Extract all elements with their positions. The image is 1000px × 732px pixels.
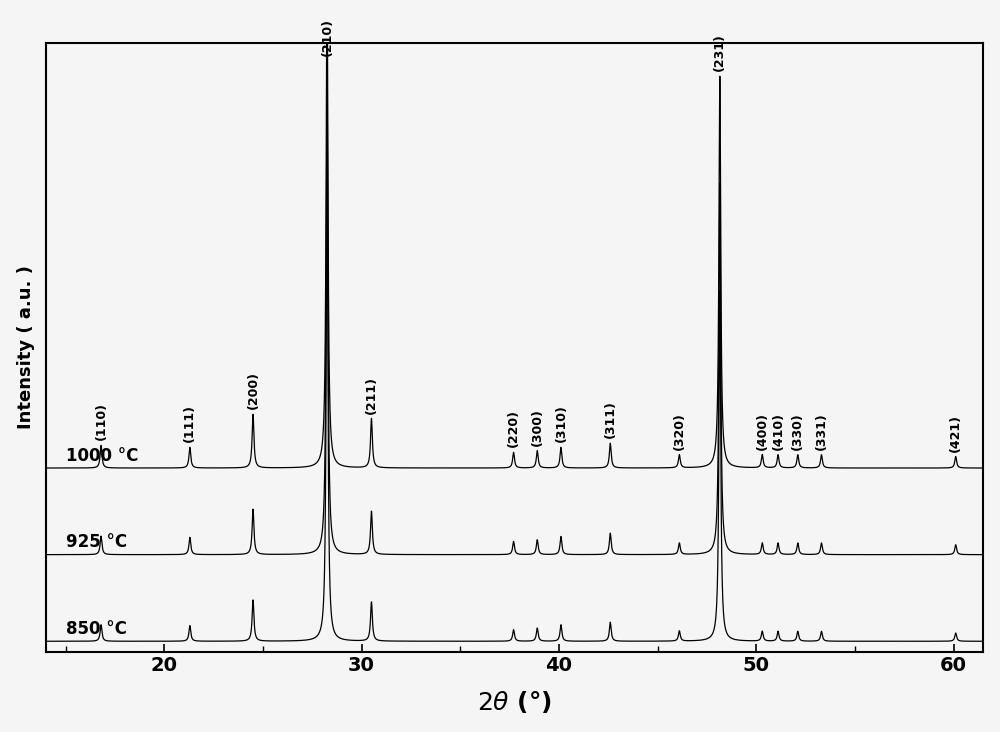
Text: (231): (231) [713, 34, 726, 71]
Text: (311): (311) [604, 400, 617, 438]
X-axis label: $2\theta$ (°): $2\theta$ (°) [477, 690, 552, 715]
Text: (330): (330) [791, 412, 804, 450]
Text: (400): (400) [756, 412, 769, 450]
Text: (410): (410) [772, 412, 785, 450]
Text: (110): (110) [95, 403, 108, 441]
Text: (331): (331) [815, 412, 828, 450]
Text: 850 °C: 850 °C [66, 620, 126, 638]
Text: (200): (200) [247, 371, 260, 409]
Text: (421): (421) [949, 414, 962, 452]
Y-axis label: Intensity ( a.u. ): Intensity ( a.u. ) [17, 266, 35, 430]
Text: (210): (210) [321, 18, 334, 56]
Text: 925 °C: 925 °C [66, 534, 127, 551]
Text: 1000 °C: 1000 °C [66, 447, 138, 465]
Text: (111): (111) [183, 405, 196, 442]
Text: (211): (211) [365, 376, 378, 414]
Text: (220): (220) [507, 409, 520, 447]
Text: (300): (300) [531, 408, 544, 446]
Text: (310): (310) [554, 405, 567, 442]
Text: (320): (320) [673, 412, 686, 450]
